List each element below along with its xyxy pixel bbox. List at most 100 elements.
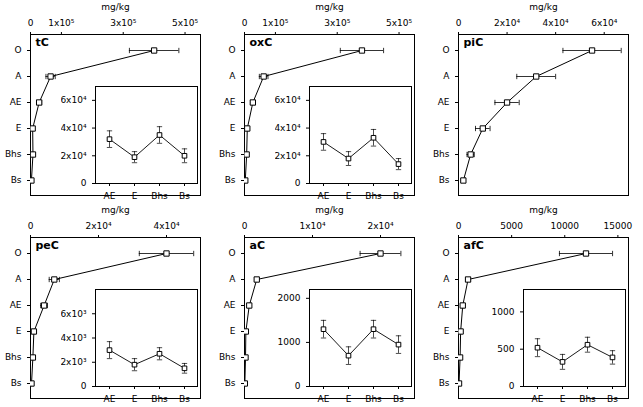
svg-text:E: E xyxy=(444,326,450,336)
svg-text:10000: 10000 xyxy=(550,221,579,231)
svg-text:3x10⁵: 3x10⁵ xyxy=(110,18,137,28)
svg-text:4x10⁴: 4x10⁴ xyxy=(275,123,301,133)
svg-text:A: A xyxy=(229,274,236,284)
svg-text:E: E xyxy=(230,123,236,133)
svg-text:2x10⁴: 2x10⁴ xyxy=(367,221,394,231)
svg-text:5x10⁵: 5x10⁵ xyxy=(386,18,413,28)
svg-text:aC: aC xyxy=(250,239,266,252)
svg-text:AE: AE xyxy=(438,300,450,310)
svg-text:Bs: Bs xyxy=(225,175,236,185)
svg-text:AE: AE xyxy=(104,394,116,402)
svg-text:mg/kg: mg/kg xyxy=(101,205,129,215)
svg-text:E: E xyxy=(16,123,22,133)
svg-text:Bs: Bs xyxy=(607,394,618,402)
svg-text:mg/kg: mg/kg xyxy=(101,2,129,12)
svg-text:Bs: Bs xyxy=(11,378,22,388)
svg-text:E: E xyxy=(444,123,450,133)
svg-text:Bhs: Bhs xyxy=(5,352,22,362)
svg-text:E: E xyxy=(132,394,138,402)
svg-text:Bhs: Bhs xyxy=(151,191,168,199)
svg-text:0: 0 xyxy=(456,18,462,28)
svg-text:4x10⁴: 4x10⁴ xyxy=(543,18,570,28)
svg-text:Bhs: Bhs xyxy=(5,149,22,159)
svg-text:A: A xyxy=(229,71,236,81)
svg-text:4x10⁴: 4x10⁴ xyxy=(61,123,87,133)
svg-text:5x10⁵: 5x10⁵ xyxy=(172,18,199,28)
svg-text:Bs: Bs xyxy=(393,191,404,199)
svg-text:E: E xyxy=(16,326,22,336)
svg-text:2x10⁴: 2x10⁴ xyxy=(494,18,521,28)
svg-text:1000: 1000 xyxy=(278,337,301,347)
svg-text:AE: AE xyxy=(532,394,544,402)
svg-text:Bhs: Bhs xyxy=(433,149,450,159)
svg-text:AE: AE xyxy=(10,97,22,107)
svg-text:AE: AE xyxy=(438,97,450,107)
svg-text:0: 0 xyxy=(295,381,301,391)
svg-text:A: A xyxy=(15,274,22,284)
svg-text:O: O xyxy=(14,248,21,258)
svg-text:Bhs: Bhs xyxy=(219,352,236,362)
svg-text:1x10⁵: 1x10⁵ xyxy=(262,18,289,28)
svg-text:500: 500 xyxy=(497,344,514,354)
svg-text:Bs: Bs xyxy=(11,175,22,185)
svg-text:2x10³: 2x10³ xyxy=(61,357,87,367)
svg-text:piC: piC xyxy=(464,36,484,49)
svg-text:Bhs: Bhs xyxy=(433,352,450,362)
svg-text:1x10⁴: 1x10⁴ xyxy=(299,221,326,231)
svg-text:Bs: Bs xyxy=(439,378,450,388)
svg-text:Bhs: Bhs xyxy=(219,149,236,159)
svg-text:4x10⁴: 4x10⁴ xyxy=(153,221,180,231)
svg-text:afC: afC xyxy=(464,239,484,252)
svg-text:O: O xyxy=(442,45,449,55)
svg-text:O: O xyxy=(442,248,449,258)
svg-text:Bs: Bs xyxy=(179,191,190,199)
svg-text:0: 0 xyxy=(242,221,248,231)
svg-text:E: E xyxy=(346,191,352,199)
svg-text:A: A xyxy=(443,71,450,81)
svg-text:E: E xyxy=(346,394,352,402)
svg-text:6x10⁴: 6x10⁴ xyxy=(61,95,87,105)
svg-text:AE: AE xyxy=(104,191,116,199)
svg-text:1x10⁵: 1x10⁵ xyxy=(48,18,75,28)
svg-text:E: E xyxy=(132,191,138,199)
svg-text:0: 0 xyxy=(81,381,87,391)
svg-text:0: 0 xyxy=(81,178,87,188)
svg-text:0: 0 xyxy=(509,381,515,391)
svg-text:AE: AE xyxy=(224,300,236,310)
svg-text:0: 0 xyxy=(28,18,34,28)
svg-text:2000: 2000 xyxy=(278,293,301,303)
svg-text:tC: tC xyxy=(36,36,49,49)
svg-text:2x10⁴: 2x10⁴ xyxy=(275,151,301,161)
svg-text:AE: AE xyxy=(318,394,330,402)
svg-text:6x10⁴: 6x10⁴ xyxy=(591,18,618,28)
svg-text:6x10⁴: 6x10⁴ xyxy=(275,95,301,105)
svg-text:2x10⁴: 2x10⁴ xyxy=(61,151,87,161)
svg-text:A: A xyxy=(443,274,450,284)
svg-text:Bhs: Bhs xyxy=(579,394,596,402)
svg-text:Bhs: Bhs xyxy=(365,191,382,199)
svg-text:mg/kg: mg/kg xyxy=(529,205,557,215)
svg-text:0: 0 xyxy=(28,221,34,231)
svg-text:Bs: Bs xyxy=(439,175,450,185)
svg-text:6x10³: 6x10³ xyxy=(61,309,87,319)
svg-text:mg/kg: mg/kg xyxy=(529,2,557,12)
svg-text:15000: 15000 xyxy=(604,221,633,231)
svg-text:AE: AE xyxy=(10,300,22,310)
svg-text:E: E xyxy=(560,394,566,402)
svg-text:0: 0 xyxy=(456,221,462,231)
svg-text:AE: AE xyxy=(318,191,330,199)
svg-text:4x10³: 4x10³ xyxy=(61,333,87,343)
svg-text:Bs: Bs xyxy=(179,394,190,402)
svg-text:oxC: oxC xyxy=(250,36,273,49)
svg-text:Bhs: Bhs xyxy=(365,394,382,402)
svg-text:mg/kg: mg/kg xyxy=(315,205,343,215)
svg-text:O: O xyxy=(14,45,21,55)
svg-text:mg/kg: mg/kg xyxy=(315,2,343,12)
svg-text:O: O xyxy=(228,248,235,258)
svg-text:5000: 5000 xyxy=(500,221,523,231)
svg-text:0: 0 xyxy=(242,18,248,28)
svg-text:1000: 1000 xyxy=(492,307,515,317)
svg-text:peC: peC xyxy=(36,239,59,252)
svg-text:AE: AE xyxy=(224,97,236,107)
svg-text:Bs: Bs xyxy=(393,394,404,402)
